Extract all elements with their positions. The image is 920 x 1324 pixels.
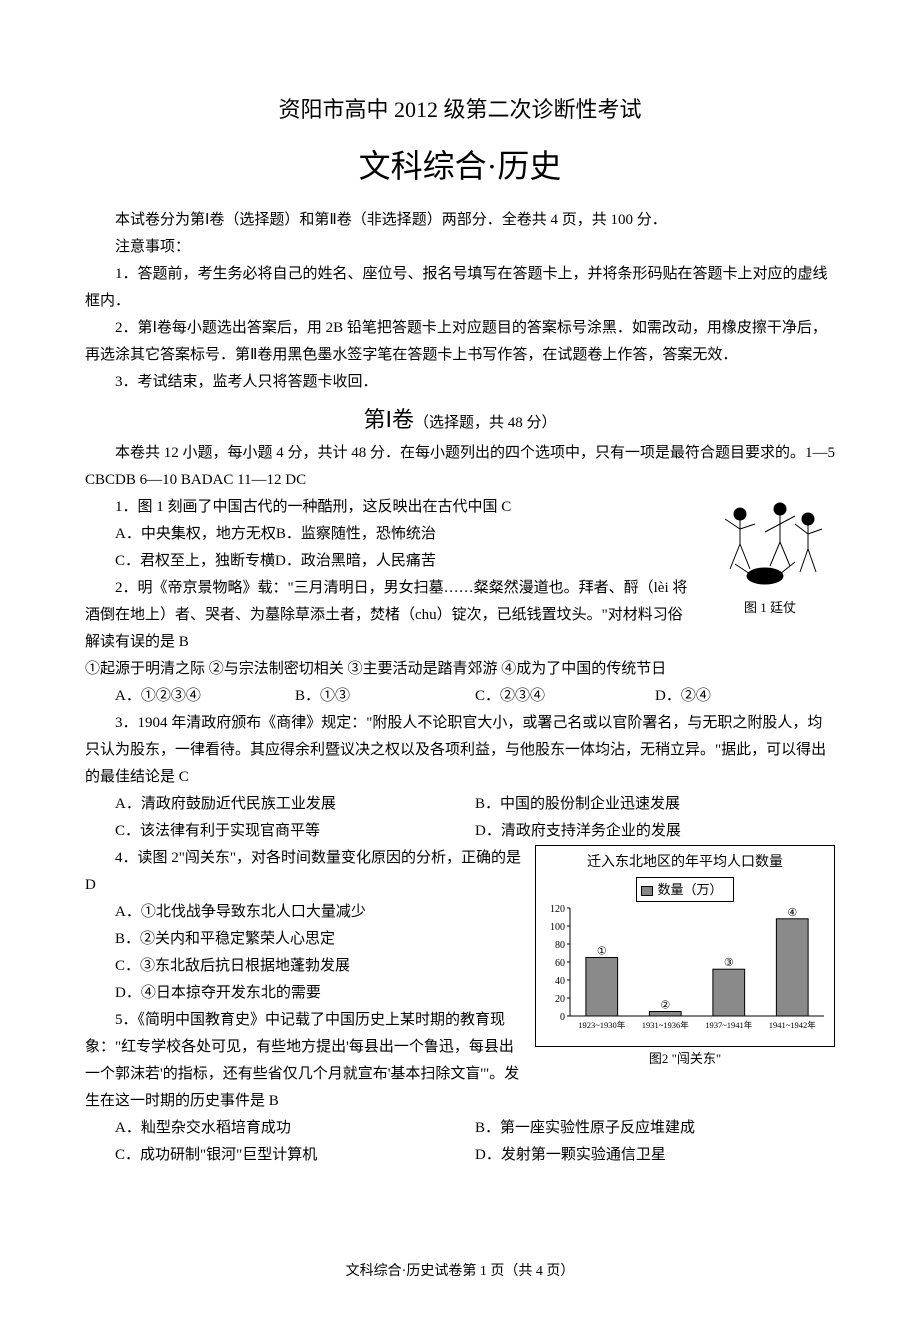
q3-options-row2: C．该法律有利于实现官商平等 D．清政府支持洋务企业的发展 <box>85 818 835 845</box>
q2-opt-c: C．②③④ <box>475 683 655 710</box>
q4-stem: 4．读图 2"闯关东"，对各时间数量变化原因的分析，正确的是 D <box>85 845 523 899</box>
svg-text:120: 120 <box>550 904 565 915</box>
page-footer: 文科综合·历史试卷第 1 页（共 4 页） <box>85 1259 835 1284</box>
legend-label: 数量（万） <box>657 882 722 897</box>
q4-opt-b: B．②关内和平稳定繁荣人心思定 <box>85 926 523 953</box>
q3-options-row1: A．清政府鼓励近代民族工业发展 B．中国的股份制企业迅速发展 <box>85 791 835 818</box>
figure-1-box: 图 1 廷仗 <box>705 494 835 620</box>
svg-text:0: 0 <box>560 1012 565 1023</box>
q2-opt-a: A．①②③④ <box>115 683 295 710</box>
intro-line1: 本试卷分为第Ⅰ卷（选择题）和第Ⅱ卷（非选择题）两部分．全卷共 4 页，共 100… <box>85 207 835 234</box>
q2-note: ①起源于明清之际 ②与宗法制密切相关 ③主要活动是踏青郊游 ④成为了中国的传统节… <box>85 656 835 683</box>
q2-options: A．①②③④ B．①③ C．②③④ D．②④ <box>85 683 835 710</box>
svg-text:1941~1942年: 1941~1942年 <box>769 1020 817 1030</box>
svg-text:100: 100 <box>550 922 565 933</box>
q4-opt-d: D．④日本掠夺开发东北的需要 <box>85 980 523 1007</box>
svg-text:④: ④ <box>787 907 797 919</box>
svg-text:1923~1930年: 1923~1930年 <box>578 1020 626 1030</box>
chart-legend: 数量（万） <box>636 877 733 902</box>
notice-2: 2．第Ⅰ卷每小题选出答案后，用 2B 铅笔把答题卡上对应题目的答案标号涂黑．如需… <box>85 315 835 369</box>
q5-opt-d: D．发射第一颗实验通信卫星 <box>475 1142 835 1169</box>
q1-opt-a: A．中央集权，地方无权 <box>115 526 276 542</box>
figure-2-chart: 迁入东北地区的年平均人口数量 数量（万） 0 20 40 60 80 100 120 ① 192… <box>535 845 835 1070</box>
q2-opt-b: B．①③ <box>295 683 475 710</box>
legend-swatch <box>641 886 653 896</box>
q5-opt-b: B．第一座实验性原子反应堆建成 <box>475 1115 835 1142</box>
svg-text:①: ① <box>597 946 607 958</box>
q5-opt-a: A．籼型杂交水稻培育成功 <box>115 1115 475 1142</box>
q1-opt-b: B．监察随性，恐怖统治 <box>276 526 436 542</box>
svg-text:20: 20 <box>555 994 565 1005</box>
q2-opt-d: D．②④ <box>655 683 835 710</box>
exam-subject-title: 文科综合·历史 <box>85 138 835 196</box>
bar-chart-svg: 0 20 40 60 80 100 120 ① 1923~1930年 ② 1931~1936年 ③ 19… <box>540 904 830 1034</box>
figure-1-illustration <box>710 494 830 589</box>
notice-1: 1．答题前，考生务必将自己的姓名、座位号、报名号填写在答题卡上，并将条形码贴在答… <box>85 261 835 315</box>
section-1-title-small: （选择题，共 48 分） <box>414 415 557 431</box>
section-1-title-big: 第Ⅰ卷 <box>363 407 414 432</box>
q5-options-row1: A．籼型杂交水稻培育成功 B．第一座实验性原子反应堆建成 <box>85 1115 835 1142</box>
svg-text:1937~1941年: 1937~1941年 <box>705 1020 753 1030</box>
svg-text:③: ③ <box>724 958 734 970</box>
svg-text:40: 40 <box>555 976 565 987</box>
q1-opt-c: C．君权至上，独断专横 <box>115 553 275 569</box>
q3-opt-d: D．清政府支持洋务企业的发展 <box>475 818 835 845</box>
chart-title: 迁入东北地区的年平均人口数量 <box>540 850 830 875</box>
svg-text:80: 80 <box>555 940 565 951</box>
svg-text:②: ② <box>660 1000 670 1012</box>
q4-opt-c: C．③东北敌后抗日根据地蓬勃发展 <box>85 953 523 980</box>
exam-school-title: 资阳市高中 2012 级第二次诊断性考试 <box>85 90 835 130</box>
section-1-title: 第Ⅰ卷（选择题，共 48 分） <box>85 400 835 440</box>
q5-stem: 5．《简明中国教育史》中记载了中国历史上某时期的教育现象："红专学校各处可见，有… <box>85 1007 523 1115</box>
q4-opt-a: A．①北伐战争导致东北人口大量减少 <box>85 899 523 926</box>
q5-options-row2: C．成功研制"银河"巨型计算机 D．发射第一颗实验通信卫星 <box>85 1142 835 1169</box>
q3-opt-a: A．清政府鼓励近代民族工业发展 <box>115 791 475 818</box>
svg-text:1931~1936年: 1931~1936年 <box>642 1020 690 1030</box>
q3-stem: 3．1904 年清政府颁布《商律》规定："附股人不论职官大小，或署己名或以官阶署… <box>85 710 835 791</box>
notice-3: 3．考试结束，监考人只将答题卡收回． <box>85 369 835 396</box>
q1-opt-d: D．政治黑暗，人民痛苦 <box>275 553 436 569</box>
q3-opt-c: C．该法律有利于实现官商平等 <box>115 818 475 845</box>
q5-opt-c: C．成功研制"银河"巨型计算机 <box>115 1142 475 1169</box>
q3-opt-b: B．中国的股份制企业迅速发展 <box>475 791 835 818</box>
figure-2-caption: 图2 "闯关东" <box>535 1047 835 1070</box>
section-1-desc: 本卷共 12 小题，每小题 4 分，共计 48 分．在每小题列出的四个选项中，只… <box>85 440 835 494</box>
q4-q5-layout: 4．读图 2"闯关东"，对各时间数量变化原因的分析，正确的是 D A．①北伐战争… <box>85 845 835 1115</box>
figure-1-caption: 图 1 廷仗 <box>705 596 835 619</box>
svg-text:60: 60 <box>555 958 565 969</box>
notice-title: 注意事项： <box>85 234 835 261</box>
